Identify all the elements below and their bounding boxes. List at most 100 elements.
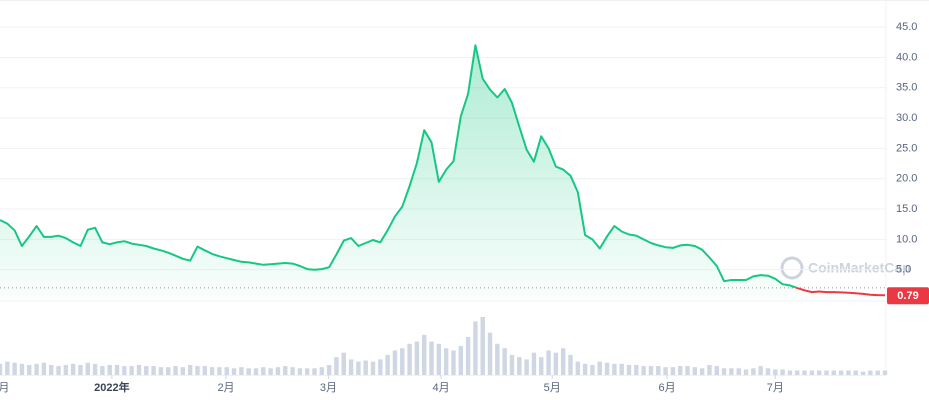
volume-bar xyxy=(824,370,829,375)
volume-bar xyxy=(882,370,888,375)
y-tick-label: 30.0 xyxy=(896,112,917,124)
volume-bar xyxy=(809,370,815,375)
volume-bar xyxy=(85,362,90,375)
volume-bar xyxy=(443,348,449,375)
volume-bar xyxy=(224,367,229,375)
volume-bar xyxy=(575,361,581,375)
x-tick-label: 3月 xyxy=(320,382,337,394)
volume-bar xyxy=(100,366,105,375)
volume-bar xyxy=(692,367,698,375)
volume-bar xyxy=(334,357,339,375)
volume-bar xyxy=(187,364,193,375)
volume-bar xyxy=(5,361,10,375)
volume-bar xyxy=(656,366,661,375)
volume-bar xyxy=(816,370,822,375)
volume-bar xyxy=(473,321,478,375)
volume-bar xyxy=(707,364,712,375)
volume-bar xyxy=(721,368,727,375)
x-tick-label: 12月 xyxy=(0,382,9,394)
volume-bar xyxy=(765,368,771,375)
volume-bar xyxy=(736,368,741,375)
volume-bar xyxy=(209,367,215,375)
volume-bar xyxy=(509,354,515,375)
volume-bar xyxy=(685,366,690,375)
volume-bar xyxy=(436,343,442,375)
volume-bar xyxy=(787,370,793,375)
volume-bar xyxy=(714,366,719,375)
volume-bar xyxy=(107,364,112,375)
y-tick-label: 25.0 xyxy=(896,142,917,154)
volume-bar xyxy=(253,368,259,375)
volume-bar xyxy=(487,332,493,375)
volume-bar xyxy=(451,350,456,375)
volume-bar xyxy=(875,370,880,375)
volume-bar xyxy=(400,348,405,375)
volume-bar xyxy=(341,352,346,375)
volume-bar xyxy=(12,362,17,375)
volume-bar xyxy=(27,364,32,375)
volume-bar xyxy=(122,366,127,375)
volume-bar xyxy=(48,364,54,375)
volume-bar xyxy=(63,364,69,375)
volume-bar xyxy=(458,346,463,375)
y-tick-label: 40.0 xyxy=(896,51,917,63)
volume-bar xyxy=(78,364,83,375)
x-tick-label: 2月 xyxy=(217,382,234,394)
volume-bar xyxy=(180,367,186,375)
volume-bar xyxy=(41,362,47,375)
volume-bar xyxy=(239,367,244,375)
volume-bar xyxy=(290,367,295,375)
volume-bar xyxy=(304,368,310,375)
volume-bar xyxy=(385,354,390,375)
x-tick-label: 4月 xyxy=(432,382,449,394)
volume-bar xyxy=(429,341,434,375)
volume-bar xyxy=(370,361,376,375)
volume-bar xyxy=(853,370,858,375)
volume-bar xyxy=(531,352,537,375)
last-price-box xyxy=(887,287,929,305)
volume-bar xyxy=(56,366,61,375)
volume-bar xyxy=(275,367,281,375)
volume-bar xyxy=(524,359,529,375)
volume-bar xyxy=(319,367,325,375)
volume-bar xyxy=(495,343,500,375)
volume-bar xyxy=(502,348,507,375)
y-tick-label: 20.0 xyxy=(896,173,917,185)
volume-bar xyxy=(517,357,522,375)
volume-bar xyxy=(129,366,134,375)
volume-bar xyxy=(465,337,471,375)
volume-bar xyxy=(348,359,354,375)
volume-bar xyxy=(751,368,756,375)
x-tick-label: 5月 xyxy=(544,382,561,394)
volume-bar xyxy=(670,367,676,375)
volume-bar xyxy=(261,367,266,375)
volume-bar xyxy=(92,363,98,375)
volume-bar xyxy=(246,368,251,375)
volume-bar xyxy=(634,364,639,375)
volume-bar xyxy=(114,364,120,375)
volume-bar xyxy=(846,370,851,375)
volume-bar xyxy=(231,368,237,375)
volume-bar xyxy=(860,371,866,375)
volume-bar xyxy=(699,368,705,375)
volume-bar xyxy=(19,363,25,375)
volume-bar xyxy=(802,370,807,375)
volume-bar xyxy=(151,366,156,375)
volume-bar xyxy=(480,317,485,375)
volume-bar xyxy=(283,366,288,375)
volume-bar xyxy=(195,366,200,375)
volume-bar xyxy=(838,370,844,375)
price-line xyxy=(0,44,886,297)
volume-bar xyxy=(407,343,412,375)
volume-bar xyxy=(597,361,602,375)
x-tick-label: 2022年 xyxy=(94,380,129,394)
watermark-logo xyxy=(780,256,804,280)
volume-bar xyxy=(729,368,734,375)
volume-bar xyxy=(773,369,778,375)
y-tick-label: 15.0 xyxy=(896,203,917,215)
volume-bar xyxy=(173,366,178,375)
volume-bar xyxy=(136,364,142,375)
price-area xyxy=(0,45,885,300)
volume-bar xyxy=(612,363,617,375)
